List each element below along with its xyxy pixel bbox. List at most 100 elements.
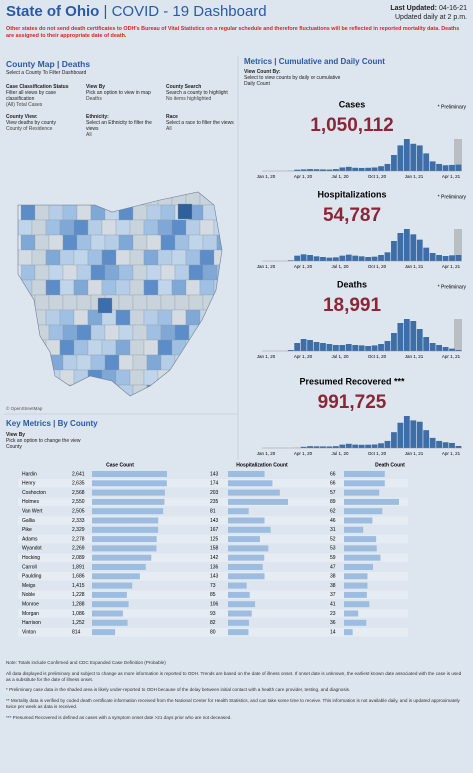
county[interactable] bbox=[185, 219, 201, 236]
county[interactable] bbox=[202, 234, 218, 251]
county[interactable] bbox=[18, 249, 33, 266]
county[interactable] bbox=[202, 384, 218, 400]
county[interactable] bbox=[31, 219, 47, 236]
county[interactable] bbox=[20, 354, 36, 371]
filter[interactable]: County View: View deaths by county County … bbox=[6, 114, 84, 132]
county[interactable] bbox=[188, 264, 204, 281]
county[interactable] bbox=[185, 249, 201, 266]
county[interactable] bbox=[115, 339, 131, 356]
county[interactable] bbox=[143, 279, 159, 296]
county[interactable] bbox=[104, 204, 120, 221]
county[interactable] bbox=[18, 219, 33, 236]
county[interactable] bbox=[199, 249, 215, 266]
county-map[interactable] bbox=[18, 190, 231, 400]
county[interactable] bbox=[185, 369, 201, 386]
county[interactable] bbox=[199, 190, 215, 206]
county[interactable] bbox=[87, 339, 103, 356]
county[interactable] bbox=[185, 309, 201, 326]
county[interactable] bbox=[87, 279, 103, 296]
county[interactable] bbox=[129, 219, 145, 236]
county-name[interactable]: Pike bbox=[22, 527, 32, 533]
county[interactable] bbox=[62, 354, 78, 371]
county[interactable] bbox=[129, 369, 145, 386]
county-name[interactable]: Harrison bbox=[22, 620, 41, 626]
county[interactable] bbox=[90, 354, 106, 371]
county[interactable] bbox=[118, 354, 134, 371]
county[interactable] bbox=[132, 234, 148, 251]
county[interactable] bbox=[143, 190, 159, 206]
county[interactable] bbox=[174, 294, 190, 311]
county[interactable] bbox=[160, 204, 176, 221]
county[interactable] bbox=[157, 339, 173, 356]
county[interactable] bbox=[31, 309, 47, 326]
county[interactable] bbox=[73, 279, 89, 296]
county[interactable] bbox=[104, 324, 120, 341]
county[interactable] bbox=[18, 279, 33, 296]
county[interactable] bbox=[160, 264, 176, 281]
county[interactable] bbox=[45, 279, 61, 296]
county[interactable] bbox=[132, 264, 148, 281]
county-name[interactable]: Noble bbox=[22, 592, 35, 598]
county[interactable] bbox=[34, 204, 50, 221]
county[interactable] bbox=[143, 249, 159, 266]
county[interactable] bbox=[118, 324, 134, 341]
county[interactable] bbox=[185, 279, 201, 296]
county-name[interactable]: Gallia bbox=[22, 518, 35, 524]
county[interactable] bbox=[174, 264, 190, 281]
county[interactable] bbox=[20, 294, 36, 311]
county[interactable] bbox=[188, 384, 204, 400]
county[interactable] bbox=[143, 369, 159, 386]
county[interactable] bbox=[20, 234, 36, 251]
county[interactable] bbox=[213, 369, 228, 386]
county[interactable] bbox=[18, 339, 33, 356]
county[interactable] bbox=[174, 354, 190, 371]
county[interactable] bbox=[118, 234, 134, 251]
county[interactable] bbox=[202, 354, 218, 371]
county[interactable] bbox=[115, 190, 131, 206]
county[interactable] bbox=[59, 339, 75, 356]
county[interactable] bbox=[157, 249, 173, 266]
county[interactable] bbox=[118, 294, 134, 311]
county-name[interactable]: Holmes bbox=[22, 499, 39, 505]
county[interactable] bbox=[171, 249, 187, 266]
county[interactable] bbox=[199, 369, 215, 386]
county-highlight[interactable] bbox=[177, 203, 193, 220]
county[interactable] bbox=[115, 309, 131, 326]
county[interactable] bbox=[59, 369, 75, 386]
county[interactable] bbox=[171, 219, 187, 236]
county[interactable] bbox=[62, 384, 78, 400]
county[interactable] bbox=[188, 324, 204, 341]
county[interactable] bbox=[101, 339, 117, 356]
county[interactable] bbox=[132, 384, 148, 400]
county[interactable] bbox=[76, 234, 92, 251]
county[interactable] bbox=[160, 234, 176, 251]
county[interactable] bbox=[31, 279, 47, 296]
county-name[interactable]: Henry bbox=[22, 481, 36, 487]
county-name[interactable]: Wyandot bbox=[22, 546, 42, 552]
county[interactable] bbox=[202, 324, 218, 341]
county[interactable] bbox=[171, 279, 187, 296]
county[interactable] bbox=[174, 324, 190, 341]
county[interactable] bbox=[34, 294, 50, 311]
county[interactable] bbox=[48, 204, 64, 221]
county[interactable] bbox=[146, 294, 162, 311]
county[interactable] bbox=[157, 219, 173, 236]
county-name[interactable]: Monroe bbox=[22, 602, 39, 608]
county[interactable] bbox=[132, 354, 148, 371]
county[interactable] bbox=[160, 384, 176, 400]
county[interactable] bbox=[45, 369, 61, 386]
county[interactable] bbox=[76, 204, 92, 221]
county[interactable] bbox=[101, 190, 117, 206]
county[interactable] bbox=[174, 234, 190, 251]
county[interactable] bbox=[45, 309, 61, 326]
county-name[interactable]: Hardin bbox=[22, 471, 37, 477]
county[interactable] bbox=[174, 384, 190, 400]
county[interactable] bbox=[160, 324, 176, 341]
county[interactable] bbox=[213, 309, 228, 326]
county[interactable] bbox=[129, 339, 145, 356]
county[interactable] bbox=[48, 384, 64, 400]
county[interactable] bbox=[34, 264, 50, 281]
county[interactable] bbox=[90, 384, 106, 400]
county[interactable] bbox=[216, 384, 231, 400]
county[interactable] bbox=[129, 279, 145, 296]
